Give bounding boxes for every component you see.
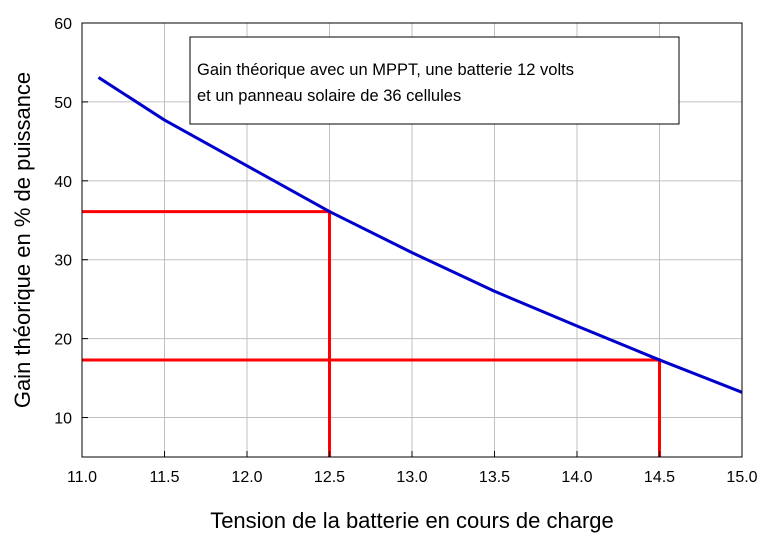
reference-lines xyxy=(82,210,661,457)
x-tick-label: 11.5 xyxy=(150,469,180,486)
y-tick-label: 50 xyxy=(54,95,72,112)
x-tick-label: 14.0 xyxy=(561,469,592,486)
annotation-box xyxy=(189,36,680,125)
annotation-line-1: Gain théorique avec un MPPT, une batteri… xyxy=(197,61,574,79)
x-ticks: 11.0 11.5 12.0 12.5 13.0 13.5 14.0 14.5 15.0 xyxy=(67,451,758,486)
annotation-line-2: et un panneau solaire de 36 cellules xyxy=(197,87,461,105)
x-tick-label: 13.0 xyxy=(396,469,427,486)
y-tick-label: 40 xyxy=(54,174,72,191)
x-tick-label: 14.5 xyxy=(644,469,675,486)
series-group xyxy=(97,76,743,394)
y-tick-label: 20 xyxy=(54,332,72,349)
y-ticks: 10 20 30 40 50 60 xyxy=(54,16,88,428)
y-axis-title: Gain théorique en % de puissance xyxy=(10,72,35,408)
reference-line xyxy=(82,358,661,457)
series-line xyxy=(97,76,743,394)
x-tick-label: 11.0 xyxy=(67,469,97,486)
x-tick-label: 12.5 xyxy=(314,469,345,486)
y-tick-label: 10 xyxy=(54,411,72,428)
reference-line xyxy=(82,210,331,457)
y-tick-label: 60 xyxy=(54,16,72,33)
y-tick-label: 30 xyxy=(54,253,72,270)
x-axis-title: Tension de la batterie en cours de charg… xyxy=(210,508,614,533)
x-tick-label: 15.0 xyxy=(726,469,757,486)
x-tick-label: 13.5 xyxy=(479,469,510,486)
x-tick-label: 12.0 xyxy=(231,469,262,486)
